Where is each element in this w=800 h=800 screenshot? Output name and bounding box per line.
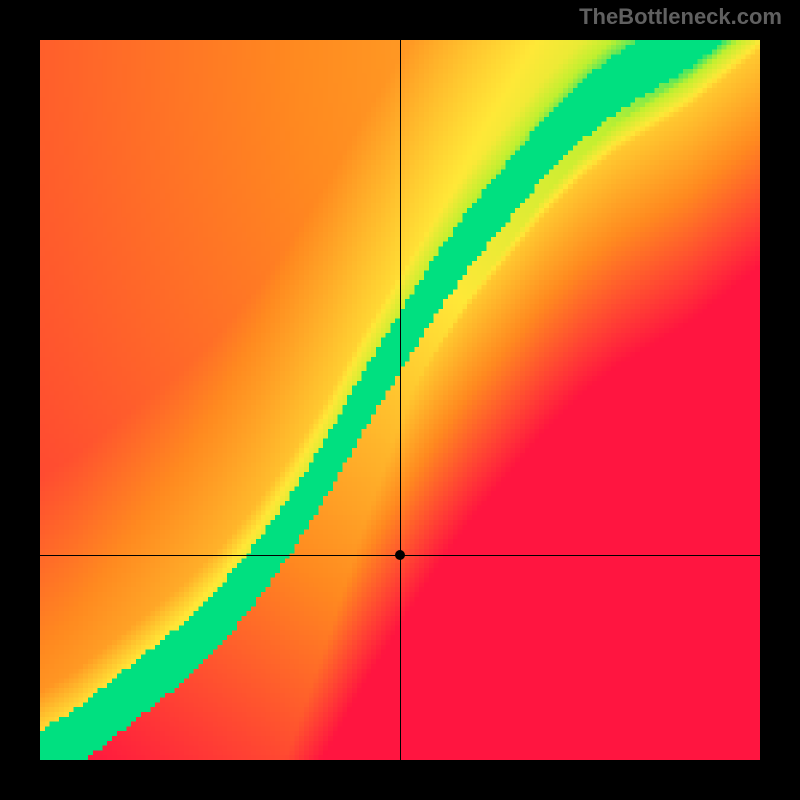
chart-container: TheBottleneck.com: [0, 0, 800, 800]
crosshair-marker: [395, 550, 405, 560]
plot-area: [40, 40, 760, 760]
crosshair-vertical: [400, 40, 401, 760]
watermark-text: TheBottleneck.com: [579, 4, 782, 30]
